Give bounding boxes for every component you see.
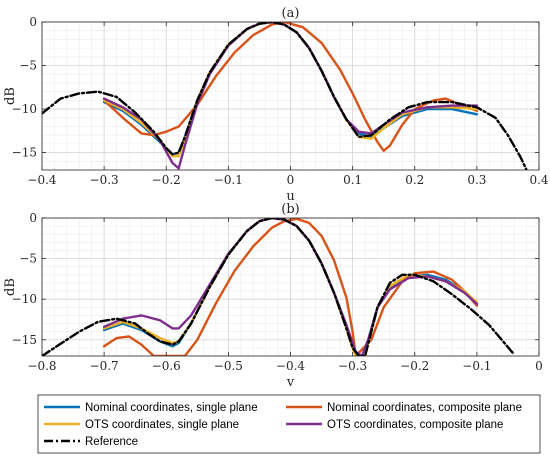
x-tick-label: 0.1 [343,173,362,187]
series-line-5 [42,22,528,170]
legend-item: OTS coordinates, composite plane [286,419,503,431]
x-tick-label: −0.6 [152,359,181,373]
legend-label: Reference [85,436,138,448]
x-tick-label: 0 [287,173,295,187]
x-tick-label: 0.4 [529,173,548,187]
x-tick-label: 0.3 [467,173,486,187]
x-axis-label: u [286,189,294,204]
legend-item: Nominal coordinates, composite plane [286,402,522,414]
x-tick-label: −0.3 [338,359,367,373]
series-line-5 [42,218,516,356]
y-tick-label: −10 [12,292,37,306]
legend-label: Nominal coordinates, single plane [85,402,258,414]
y-tick-label: −5 [19,252,37,266]
x-tick-label: −0.1 [214,173,243,187]
x-axis-label: v [286,375,295,390]
legend-item: Reference [44,436,138,448]
legend-label: OTS coordinates, single plane [85,419,239,431]
y-tick-label: 0 [29,211,37,225]
x-tick-label: 0 [535,359,543,373]
legend-label: OTS coordinates, composite plane [327,419,503,431]
legend-item: Nominal coordinates, single plane [44,402,258,414]
plot-b: −0.8 −0.7 −0.6 −0.5 −0.4 −0.3 −0.2 −0.1 0 0 −5 −10 −… [3,202,543,390]
x-tick-label: −0.1 [462,359,491,373]
y-axis-label: dB [3,278,18,296]
chart-title: (b) [281,202,299,217]
y-tick-label: −10 [12,102,37,116]
legend-label: Nominal coordinates, composite plane [327,402,522,414]
x-tick-label: −0.7 [90,359,119,373]
y-tick-label: −15 [12,333,37,347]
x-tick-label: 0.2 [405,173,424,187]
y-tick-label: −15 [12,146,37,160]
y-tick-label: −5 [19,59,37,73]
y-tick-label: 0 [29,15,37,29]
x-tick-label: −0.2 [400,359,429,373]
x-tick-label: −0.5 [214,359,243,373]
legend: Nominal coordinates, single plane Nominal… [37,394,541,454]
x-tick-label: −0.3 [90,173,119,187]
x-tick-label: −0.2 [152,173,181,187]
x-tick-label: −0.8 [27,359,56,373]
chart-title: (a) [282,6,300,21]
y-axis-label: dB [3,87,18,105]
plot-a: −0.4 −0.3 −0.2 −0.1 0 0.1 0.2 0.3 0.4 0 −5 −10 −15 (a… [3,6,549,204]
legend-item: OTS coordinates, single plane [44,419,239,431]
x-tick-label: −0.4 [276,359,306,373]
x-tick-label: −0.4 [27,173,57,187]
